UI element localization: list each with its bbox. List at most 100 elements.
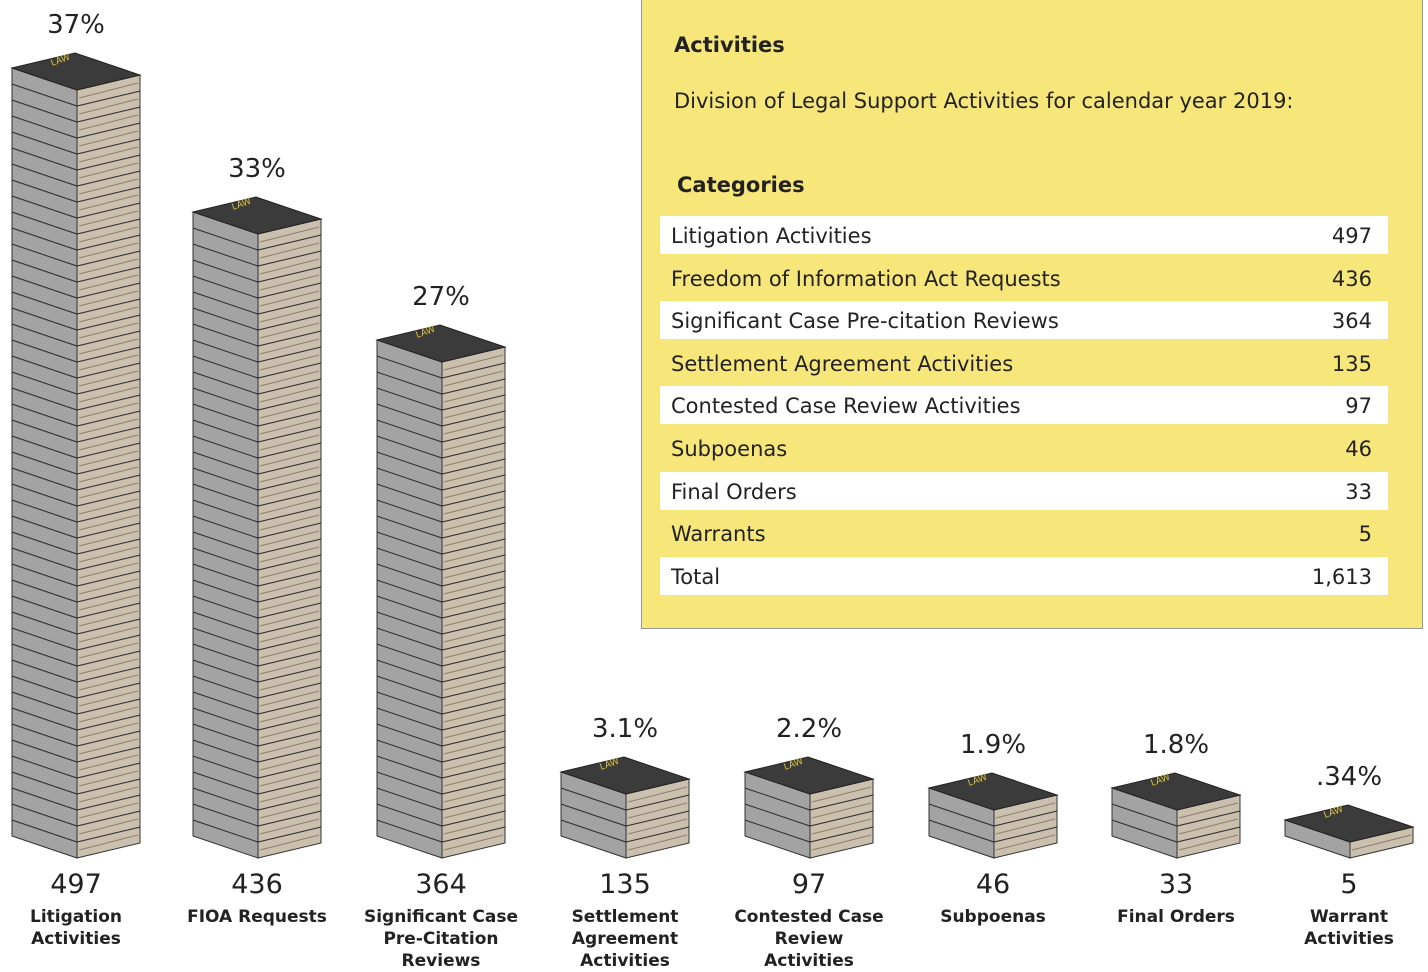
page-edge [443, 562, 504, 579]
page-edge [78, 722, 139, 739]
category-label: Final Orders [1117, 907, 1235, 927]
page-edge [259, 306, 320, 323]
page-edge [443, 434, 504, 451]
page-edge [259, 690, 320, 707]
page-edge [995, 802, 1056, 819]
category-label: Litigation Activities [30, 907, 122, 949]
page-edge [78, 114, 139, 131]
page-edge [443, 610, 504, 627]
page-edge [259, 594, 320, 611]
page-edge [78, 530, 139, 547]
page-edge [78, 226, 139, 243]
page-edge [443, 770, 504, 787]
page-edge [443, 722, 504, 739]
page-edge [78, 802, 139, 819]
page-edge [78, 594, 139, 611]
page-edge [78, 82, 139, 99]
page-edge [443, 706, 504, 723]
book-stack: LAW [10, 52, 142, 859]
page-edge [443, 658, 504, 675]
value-label: 497 [50, 869, 102, 900]
page-edge [78, 178, 139, 195]
page-edge [259, 498, 320, 515]
category-label: Contested Case Review Activities [734, 907, 884, 971]
page-edge [78, 194, 139, 211]
page-edge [78, 818, 139, 835]
table-row: Subpoenas 46 [660, 429, 1388, 467]
page-edge [78, 770, 139, 787]
page-edge [78, 578, 139, 595]
percent-label: 37% [47, 10, 105, 40]
page-edge [259, 258, 320, 275]
row-value: 97 [1345, 394, 1372, 419]
page-edge [78, 258, 139, 275]
percent-label: 33% [228, 154, 286, 184]
table-row: Final Orders 33 [660, 471, 1388, 510]
category-label: Subpoenas [940, 907, 1046, 927]
page-edge [259, 818, 320, 835]
page-edge [78, 834, 139, 851]
page-edge [78, 306, 139, 323]
percent-label: 2.2% [776, 714, 842, 744]
book-cover [1283, 804, 1415, 843]
book-stack: LAW [743, 756, 875, 859]
info-panel: Activities Division of Legal Support Act… [641, 0, 1423, 629]
page-edge [627, 786, 688, 803]
page-edge [259, 450, 320, 467]
book-stack: LAW [375, 324, 507, 859]
page-edge [1178, 818, 1239, 835]
page-edge [811, 802, 872, 819]
page-edge [78, 162, 139, 179]
page-edge [443, 818, 504, 835]
page-edge [78, 482, 139, 499]
category-label: Significant Case Pre-Citation Reviews [363, 907, 519, 971]
page-edge [443, 754, 504, 771]
page-edge [259, 290, 320, 307]
page-edge [627, 802, 688, 819]
page-edge [78, 98, 139, 115]
book-cover [1110, 772, 1242, 811]
category-label: FIOA Requests [187, 907, 327, 927]
page-edge [78, 690, 139, 707]
table-row: Settlement Agreement Activities 135 [660, 344, 1388, 382]
page-edge [78, 434, 139, 451]
page-edge [78, 370, 139, 387]
page-edge [443, 450, 504, 467]
page-edge [443, 594, 504, 611]
page-edge [259, 546, 320, 563]
page-edge [259, 706, 320, 723]
page-edge [259, 610, 320, 627]
page-edge [811, 786, 872, 803]
value-label: 33 [1158, 869, 1194, 900]
book-cover [375, 324, 507, 363]
book-stack: LAW [927, 772, 1059, 859]
value-label: 5 [1340, 869, 1358, 900]
page-edge [1178, 802, 1239, 819]
book-cover [10, 52, 142, 91]
page-edge [78, 242, 139, 259]
table-row: Contested Case Review Activities 97 [660, 386, 1388, 425]
page-edge [995, 834, 1056, 851]
page-edge [443, 786, 504, 803]
row-label: Settlement Agreement Activities [671, 351, 1014, 376]
row-value: 135 [1331, 351, 1372, 376]
page-edge [78, 466, 139, 483]
page-edge [1178, 834, 1239, 851]
value-label: 436 [231, 869, 283, 900]
page-edge [811, 818, 872, 835]
page-edge [259, 482, 320, 499]
page-edge [78, 418, 139, 435]
page-edge [259, 242, 320, 259]
page-edge [259, 402, 320, 419]
page-edge [259, 658, 320, 675]
page-edge [78, 402, 139, 419]
book-stack: LAW [559, 756, 691, 859]
row-value: 497 [1331, 224, 1372, 248]
page-edge [443, 530, 504, 547]
page-edge [627, 834, 688, 851]
table-row: Warrants 5 [660, 514, 1388, 552]
value-label: 97 [791, 869, 827, 900]
page-edge [443, 546, 504, 563]
percent-label: 1.8% [1143, 730, 1209, 760]
